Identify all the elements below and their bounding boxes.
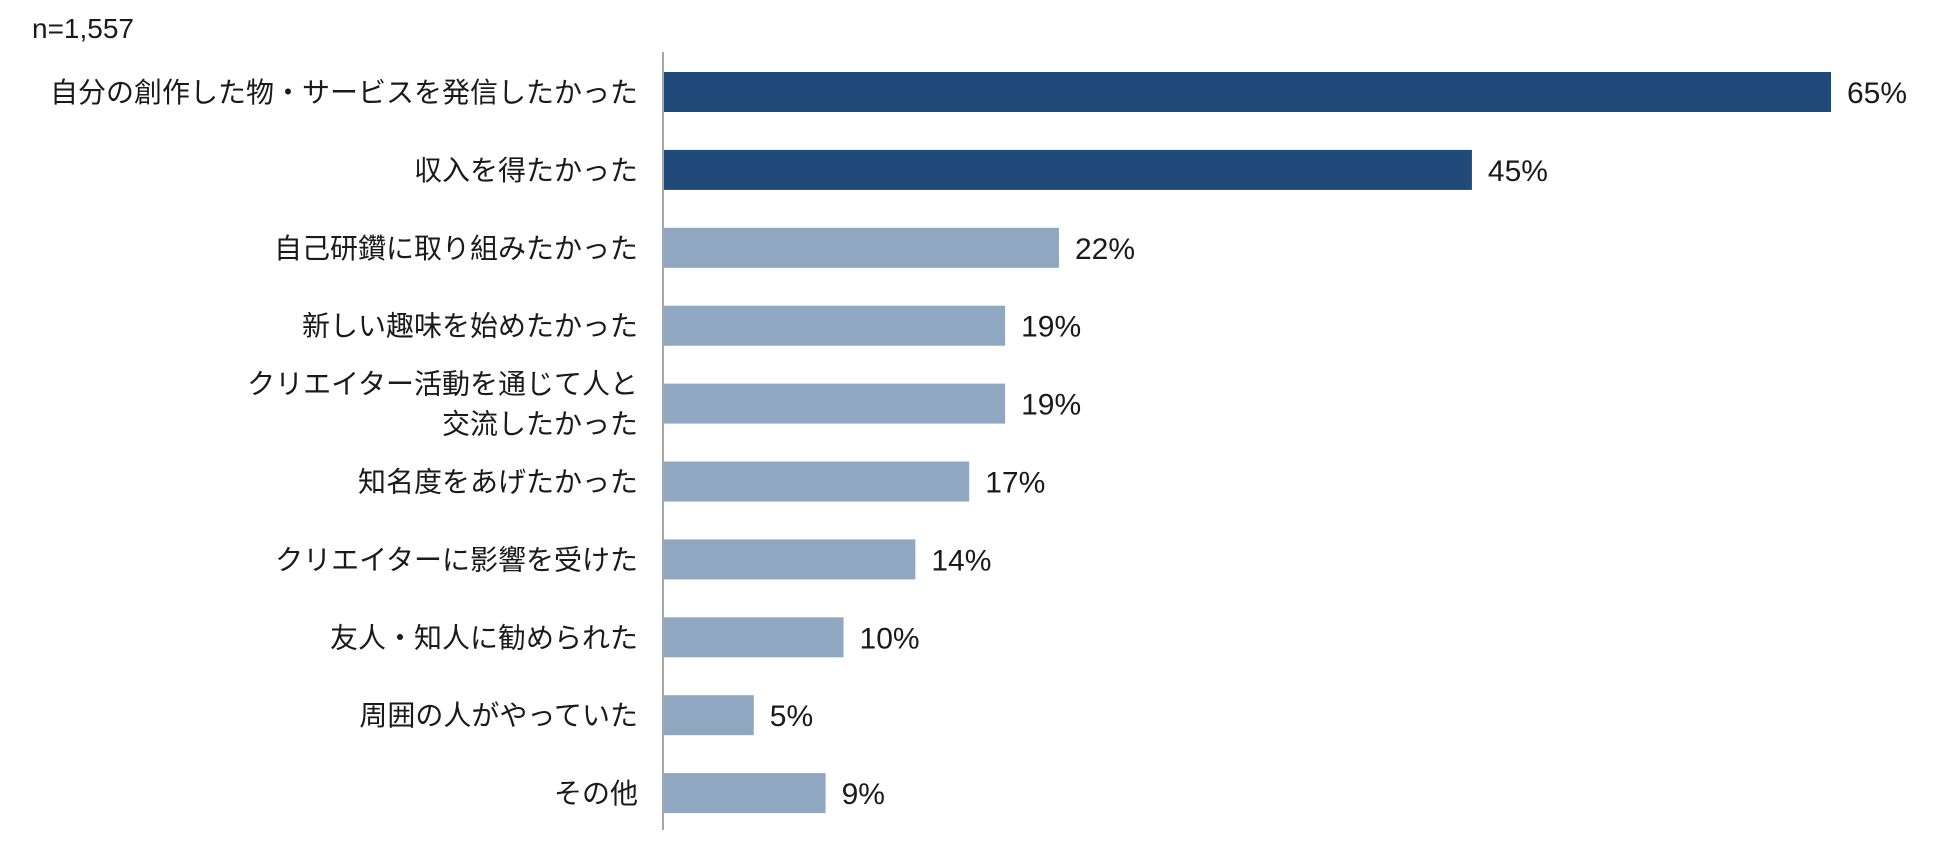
value-label-0: 65%	[1847, 77, 1907, 110]
bar-9	[664, 773, 826, 814]
bar-0	[664, 72, 1831, 112]
category-label-4: クリエイター活動を通じて人と交流したかった	[247, 368, 638, 441]
category-label-0: 自分の創作した物・サービスを発信したかった	[50, 76, 638, 109]
value-label-5: 17%	[985, 467, 1045, 500]
category-label-line: クリエイター活動を通じて人と	[247, 368, 638, 401]
category-label-line: 新しい趣味を始めたかった	[302, 310, 638, 343]
bars-group	[664, 72, 1831, 814]
bar-4	[664, 383, 1006, 424]
bar-6	[664, 539, 916, 580]
category-label-6: クリエイターに影響を受けた	[275, 543, 638, 576]
value-label-7: 10%	[860, 622, 920, 655]
category-label-8: 周囲の人がやっていた	[359, 699, 638, 732]
bar-3	[664, 305, 1006, 346]
category-label-line: 交流したかった	[442, 408, 638, 441]
category-label-line: クリエイターに影響を受けた	[275, 543, 638, 576]
category-label-line: 友人・知人に勧められた	[330, 621, 638, 654]
category-label-line: 自己研鑽に取り組みたかった	[274, 232, 638, 265]
value-label-9: 9%	[842, 778, 885, 811]
sample-size-label: n=1,557	[32, 13, 134, 44]
category-labels-group: 自分の創作した物・サービスを発信したかった収入を得たかった自己研鑽に取り組みたか…	[50, 76, 638, 810]
category-label-7: 友人・知人に勧められた	[330, 621, 638, 654]
value-label-2: 22%	[1075, 233, 1135, 266]
category-label-line: その他	[554, 777, 638, 810]
value-label-6: 14%	[931, 544, 991, 577]
value-labels-group: 65% 45% 22% 19% 19% 17% 14% 10% 5% 9%	[770, 77, 1907, 811]
category-label-line: 周囲の人がやっていた	[359, 699, 638, 732]
category-label-2: 自己研鑽に取り組みたかった	[274, 232, 638, 265]
value-label-3: 19%	[1021, 311, 1081, 344]
category-label-line: 収入を得たかった	[414, 154, 638, 187]
category-label-line: 知名度をあげたかった	[358, 466, 638, 499]
value-label-8: 5%	[770, 700, 813, 733]
value-label-4: 19%	[1021, 389, 1081, 422]
bar-5	[664, 461, 970, 502]
bar-2	[664, 227, 1059, 268]
category-label-5: 知名度をあげたかった	[358, 466, 638, 499]
category-label-3: 新しい趣味を始めたかった	[302, 310, 638, 343]
value-label-1: 45%	[1488, 155, 1548, 188]
bar-1	[664, 149, 1472, 190]
bar-7	[664, 617, 844, 658]
category-label-9: その他	[554, 777, 638, 810]
category-label-1: 収入を得たかった	[414, 154, 638, 187]
bar-8	[664, 695, 754, 736]
category-label-line: 自分の創作した物・サービスを発信したかった	[50, 76, 638, 109]
